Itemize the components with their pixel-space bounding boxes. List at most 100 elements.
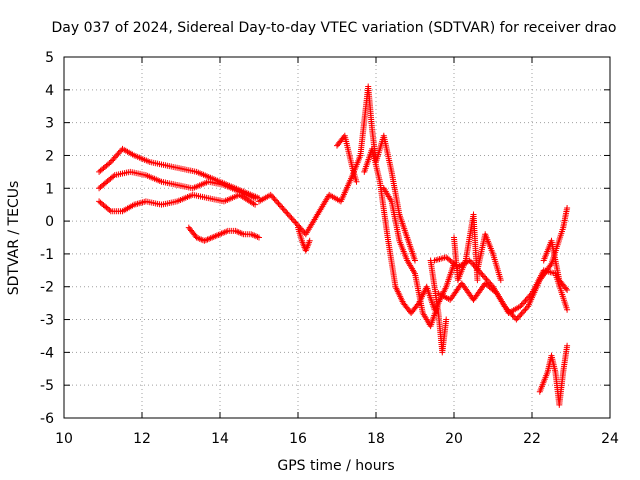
y-tick-label: -1 bbox=[40, 247, 54, 263]
data-point bbox=[288, 215, 295, 222]
data-point bbox=[547, 262, 554, 269]
data-point bbox=[256, 234, 262, 241]
data-point bbox=[292, 219, 299, 226]
data-point bbox=[479, 272, 486, 279]
data-point bbox=[116, 148, 123, 155]
data-point bbox=[470, 261, 477, 268]
series-trace9 bbox=[361, 145, 438, 316]
data-point bbox=[514, 315, 521, 322]
series-trace11 bbox=[427, 257, 450, 356]
y-tick-label: 1 bbox=[45, 181, 54, 197]
data-point bbox=[480, 273, 487, 280]
data-point bbox=[275, 200, 282, 207]
data-point bbox=[564, 342, 571, 349]
series-trace6 bbox=[295, 224, 313, 254]
series-trace7 bbox=[334, 132, 360, 185]
data-point bbox=[412, 257, 418, 264]
data-point bbox=[353, 178, 360, 185]
data-point bbox=[107, 159, 114, 166]
y-tick-label: 0 bbox=[45, 214, 54, 230]
data-point bbox=[276, 202, 283, 209]
data-point bbox=[562, 285, 569, 292]
y-tick-label: -2 bbox=[40, 280, 54, 296]
data-point bbox=[283, 209, 290, 216]
series-trace2 bbox=[96, 168, 259, 202]
data-point bbox=[287, 213, 294, 220]
series-trace10 bbox=[380, 185, 457, 330]
data-point bbox=[115, 150, 122, 157]
data-point bbox=[521, 299, 528, 306]
data-point bbox=[523, 296, 530, 303]
data-point bbox=[527, 291, 534, 298]
x-tick-label: 24 bbox=[601, 431, 619, 447]
data-point bbox=[106, 160, 113, 167]
data-point bbox=[291, 218, 298, 225]
data-point bbox=[469, 260, 476, 267]
data-point bbox=[284, 210, 291, 217]
x-tick-label: 12 bbox=[133, 431, 151, 447]
y-axis: -6 -5 -4 -3 -2 -1 0 1 2 3 4 5 bbox=[40, 50, 610, 427]
data-point bbox=[516, 313, 522, 320]
y-tick-label: 4 bbox=[45, 83, 54, 99]
data-points bbox=[96, 83, 571, 408]
data-point bbox=[272, 197, 279, 204]
y-tick-label: -6 bbox=[40, 411, 54, 427]
data-point bbox=[526, 293, 533, 300]
y-tick-label: -5 bbox=[40, 378, 54, 394]
data-point bbox=[282, 207, 288, 214]
data-point bbox=[564, 306, 571, 313]
data-point bbox=[414, 301, 421, 308]
data-point bbox=[280, 206, 287, 213]
series-trace15 bbox=[474, 231, 504, 284]
y-tick-label: -3 bbox=[40, 313, 54, 329]
data-point bbox=[113, 153, 119, 160]
series-trace16 bbox=[536, 342, 571, 408]
data-point bbox=[484, 277, 491, 284]
data-point bbox=[522, 306, 529, 313]
x-tick-label: 22 bbox=[523, 431, 541, 447]
x-axis-label: GPS time / hours bbox=[277, 458, 394, 474]
data-point bbox=[497, 277, 504, 284]
data-point bbox=[478, 270, 485, 277]
data-point bbox=[443, 316, 450, 323]
data-point bbox=[278, 203, 285, 210]
series-trace17 bbox=[540, 237, 571, 294]
data-point bbox=[517, 303, 524, 310]
data-point bbox=[285, 212, 292, 219]
data-point bbox=[252, 201, 259, 208]
series-trace3 bbox=[96, 191, 259, 215]
grid-lines bbox=[64, 57, 610, 418]
data-point bbox=[525, 294, 532, 301]
data-point bbox=[279, 204, 286, 211]
data-point bbox=[482, 274, 489, 281]
series-trace13 bbox=[435, 267, 571, 316]
y-tick-label: 3 bbox=[45, 116, 54, 132]
data-point bbox=[564, 204, 571, 211]
data-point bbox=[289, 216, 296, 223]
data-point bbox=[271, 196, 278, 203]
series-trace14 bbox=[451, 211, 481, 284]
data-point bbox=[293, 221, 300, 228]
data-point bbox=[474, 277, 481, 284]
y-tick-label: 5 bbox=[45, 50, 54, 66]
x-axis: 10 12 14 16 18 20 22 24 bbox=[55, 57, 619, 447]
data-point bbox=[252, 195, 259, 202]
series-trace5 bbox=[256, 152, 364, 238]
plot-frame bbox=[63, 56, 611, 419]
x-tick-label: 10 bbox=[55, 431, 73, 447]
data-point bbox=[513, 316, 520, 323]
data-point bbox=[523, 304, 530, 311]
x-tick-label: 16 bbox=[289, 431, 307, 447]
series-trace4 bbox=[185, 224, 262, 244]
data-point bbox=[519, 309, 526, 316]
data-point bbox=[519, 300, 526, 307]
data-point bbox=[509, 312, 516, 319]
y-axis-label: SDTVAR / TECUs bbox=[6, 181, 22, 296]
data-point bbox=[483, 276, 490, 283]
data-point bbox=[564, 287, 571, 294]
data-point bbox=[267, 191, 274, 198]
data-point bbox=[521, 307, 528, 314]
y-tick-label: 2 bbox=[45, 148, 54, 164]
x-tick-label: 20 bbox=[445, 431, 463, 447]
